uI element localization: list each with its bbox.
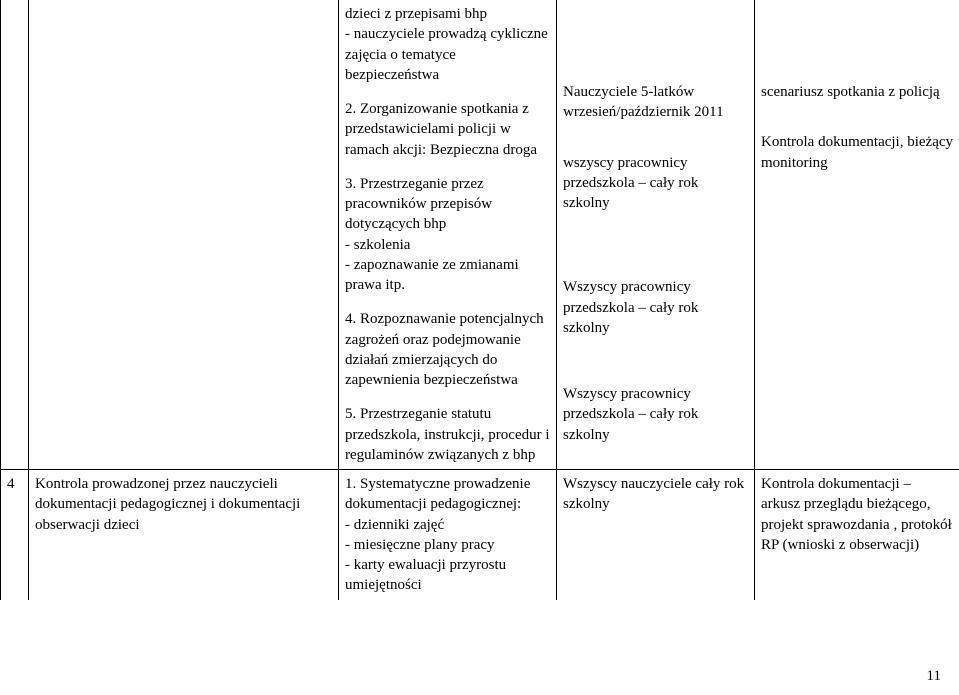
- cell-actions-1: dzieci z przepisami bhp- nauczyciele pro…: [339, 0, 557, 470]
- document-table: dzieci z przepisami bhp- nauczyciele pro…: [0, 0, 959, 600]
- who-2: Nauczyciele 5-latków wrzesień/październi…: [563, 82, 748, 123]
- cell-num-empty: [1, 0, 29, 470]
- cell-topic-empty: [29, 0, 339, 470]
- ctrl-text-4: Kontrola dokumentacji – arkusz przeglądu…: [761, 476, 952, 553]
- cell-ctrl-4: Kontrola dokumentacji – arkusz przeglądu…: [755, 470, 959, 600]
- action-2: 2. Zorganizowanie spotkania z przedstawi…: [345, 99, 550, 160]
- cell-topic-4: Kontrola prowadzonej przez nauczycieli d…: [29, 470, 339, 600]
- cell-num-4: 4: [1, 470, 29, 600]
- topic-text: Kontrola prowadzonej przez nauczycieli d…: [35, 476, 300, 533]
- who-3: wszyscy pracownicy przedszkola – cały ro…: [563, 153, 748, 214]
- action-5: 5. Przestrzeganie statutu przedszkola, i…: [345, 404, 550, 465]
- cell-actions-4: 1. Systematyczne prowadzenie dokumentacj…: [339, 470, 557, 600]
- who-5: Wszyscy pracownicy przedszkola – cały ro…: [563, 384, 748, 445]
- cell-who-4: Wszyscy nauczyciele cały rok szkolny: [557, 470, 755, 600]
- action-3: 3. Przestrzeganie przez pracowników prze…: [345, 174, 550, 296]
- cell-ctrl-1: scenariusz spotkania z policją Kontrola …: [755, 0, 959, 470]
- action-intro: dzieci z przepisami bhp- nauczyciele pro…: [345, 4, 550, 85]
- ctrl-3: Kontrola dokumentacji, bieżący monitorin…: [761, 132, 953, 173]
- who-4: Wszyscy pracownicy przedszkola – cały ro…: [563, 277, 748, 338]
- actions-text-4: 1. Systematyczne prowadzenie dokumentacj…: [345, 476, 530, 593]
- who-text-4: Wszyscy nauczyciele cały rok szkolny: [563, 476, 744, 512]
- action-4: 4. Rozpoznawanie potencjalnych zagrożeń …: [345, 309, 550, 390]
- cell-who-1: Nauczyciele 5-latków wrzesień/październi…: [557, 0, 755, 470]
- page-number: 11: [927, 668, 941, 685]
- ctrl-2: scenariusz spotkania z policją: [761, 82, 953, 102]
